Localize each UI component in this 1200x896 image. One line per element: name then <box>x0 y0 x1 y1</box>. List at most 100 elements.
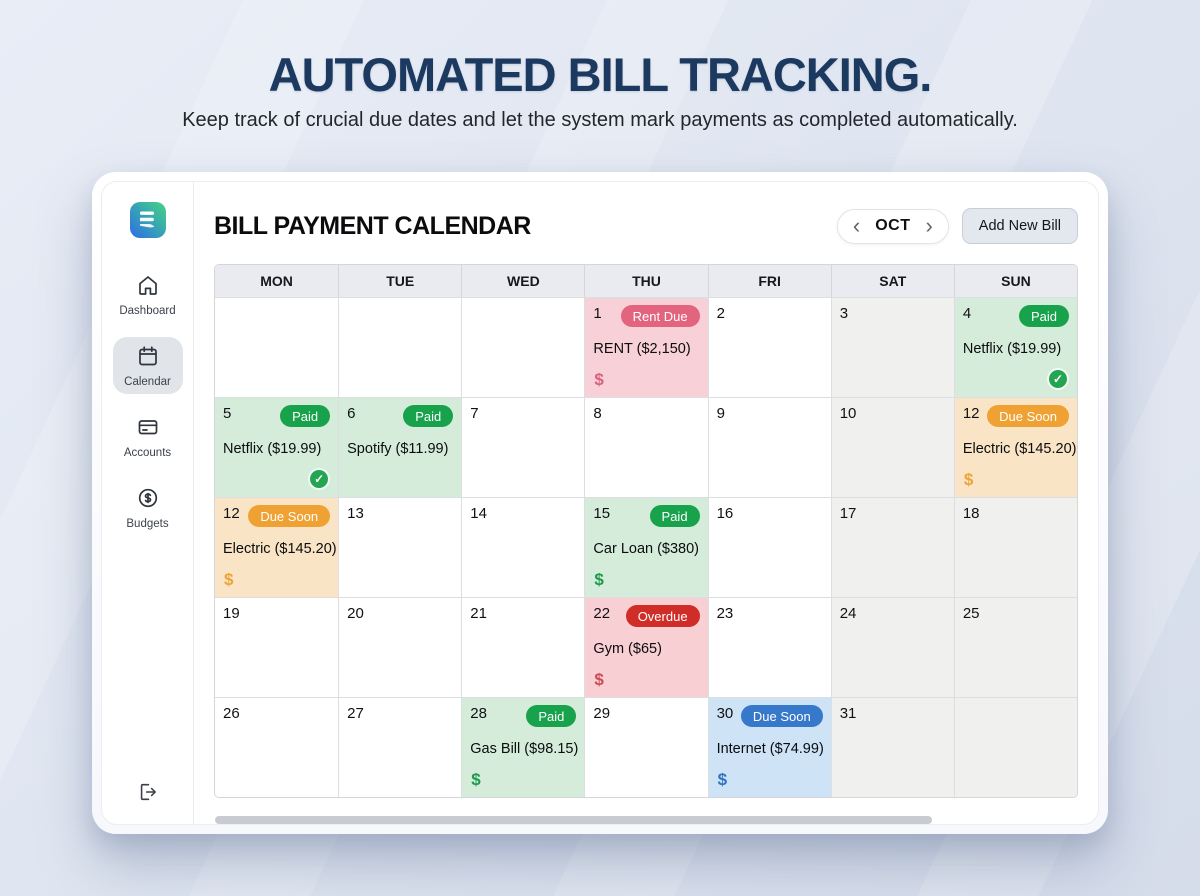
day-header-wed: WED <box>461 265 584 298</box>
day-number: 28 <box>470 705 487 723</box>
calendar-cell-30[interactable]: 30 Due Soon Internet ($74.99) $ <box>707 697 831 798</box>
day-number: 24 <box>839 605 857 623</box>
calendar-cell-12[interactable]: 12 Due Soon Electric ($145.20) $ <box>953 397 1077 498</box>
day-number: 19 <box>223 605 240 623</box>
home-icon <box>136 273 160 302</box>
page-subtitle: Keep track of crucial due dates and let … <box>182 109 1018 132</box>
sidebar: Dashboard Calendar Accounts Budgets <box>102 182 194 825</box>
calendar-cell-14[interactable]: 14 <box>461 497 585 598</box>
calendar-cell-13[interactable]: 13 <box>338 497 462 598</box>
paid-check-icon: ✓ <box>308 468 331 491</box>
logout-icon[interactable] <box>137 781 159 808</box>
day-number: 25 <box>962 605 980 623</box>
day-number: 23 <box>716 605 734 623</box>
calendar-cell-8[interactable]: 8 <box>584 397 708 498</box>
calendar-cell-28[interactable]: 28 Paid Gas Bill ($98.15) $ <box>461 697 585 798</box>
calendar-cell-empty[interactable] <box>338 297 462 398</box>
status-badge: Due Soon <box>740 705 823 728</box>
calendar-cell-22[interactable]: 22 Overdue Gym ($65) $ <box>584 597 708 698</box>
calendar-cell-27[interactable]: 27 <box>338 697 462 798</box>
calendar-cell-empty[interactable] <box>461 297 585 398</box>
day-header-fri: FRI <box>707 265 831 298</box>
calendar-cell-1[interactable]: 1 Rent Due RENT ($2,150) $ <box>584 297 708 398</box>
day-number: 5 <box>223 405 232 423</box>
app-window: Dashboard Calendar Accounts Budgets BILL PA… <box>101 181 1099 826</box>
dollar-icon: $ <box>594 370 604 390</box>
calendar-cell-empty[interactable] <box>215 297 339 398</box>
bill-label: Gas Bill ($98.15) <box>470 741 579 758</box>
day-number: 17 <box>839 505 857 523</box>
calendar-cell-24[interactable]: 24 <box>830 597 954 698</box>
calendar-cell-29[interactable]: 29 <box>584 697 708 798</box>
day-number: 20 <box>347 605 364 623</box>
calendar-cell-26[interactable]: 26 <box>215 697 339 798</box>
day-number: 14 <box>470 505 487 523</box>
calendar-cell-25[interactable]: 25 <box>953 597 1077 698</box>
bill-label: RENT ($2,150) <box>593 341 691 358</box>
day-header-tue: TUE <box>338 265 461 298</box>
sidebar-nav: Dashboard Calendar Accounts Budgets <box>112 266 183 536</box>
day-number: 7 <box>470 405 479 423</box>
calendar-cell-2[interactable]: 2 <box>707 297 831 398</box>
bill-label: Netflix ($19.99) <box>962 341 1062 358</box>
prev-month-icon[interactable]: ‹ <box>852 213 861 239</box>
dollar-icon: $ <box>963 470 974 490</box>
day-header-sat: SAT <box>830 265 954 298</box>
sidebar-item-accounts[interactable]: Accounts <box>113 408 183 465</box>
calendar-cell-31[interactable]: 31 <box>830 697 954 798</box>
status-badge: Rent Due <box>620 305 700 328</box>
calendar-week-row: 19 20 21 22 Overdue Gym ($65) $ 23 24 25 <box>215 597 1077 698</box>
status-badge: Paid <box>403 405 454 428</box>
calendar-cell-17[interactable]: 17 <box>830 497 954 598</box>
status-badge: Overdue <box>625 605 700 628</box>
bill-label: Electric ($145.20) <box>962 441 1077 458</box>
sidebar-item-budgets[interactable]: Budgets <box>113 479 183 536</box>
calendar-cell-15[interactable]: 15 Paid Car Loan ($380) $ <box>584 497 708 598</box>
day-number: 3 <box>839 305 849 323</box>
calendar-cell-20[interactable]: 20 <box>338 597 462 698</box>
dollar-circle-icon <box>136 486 160 515</box>
dollar-icon: $ <box>471 770 481 790</box>
sidebar-item-dashboard[interactable]: Dashboard <box>113 266 183 323</box>
calendar-cell-3[interactable]: 3 <box>830 297 954 398</box>
status-badge: Due Soon <box>248 505 331 528</box>
status-badge: Due Soon <box>987 405 1069 428</box>
month-label: OCT <box>875 217 911 235</box>
calendar-cell-23[interactable]: 23 <box>707 597 831 698</box>
calendar-cell-empty[interactable] <box>953 697 1077 798</box>
calendar-cell-5[interactable]: 5 Paid Netflix ($19.99) ✓ <box>215 397 339 498</box>
scrollbar-thumb[interactable] <box>215 816 933 825</box>
day-number: 18 <box>962 505 980 523</box>
day-number: 10 <box>839 405 857 423</box>
calendar-header-row: MON TUE WED THU FRI SAT SUN <box>215 265 1077 298</box>
calendar-cell-21[interactable]: 21 <box>461 597 585 698</box>
dollar-icon: $ <box>594 570 604 590</box>
calendar-cell-18[interactable]: 18 <box>953 497 1077 598</box>
calendar-cell-19[interactable]: 19 <box>215 597 339 698</box>
bill-label: Netflix ($19.99) <box>223 441 322 458</box>
day-number: 2 <box>716 305 725 323</box>
calendar-grid: MON TUE WED THU FRI SAT SUN 1 Rent Due RENT ($2,… <box>214 264 1078 799</box>
calendar-body: 1 Rent Due RENT ($2,150) $2 3 4 Paid Netflix ($… <box>215 297 1077 798</box>
calendar-week-row: 26 27 28 Paid Gas Bill ($98.15) $29 30 Due Soon… <box>215 697 1077 798</box>
calendar-week-row: 5 Paid Netflix ($19.99) ✓ 6 Paid Spotify ($11.… <box>215 397 1077 498</box>
credit-card-icon <box>136 415 160 444</box>
sidebar-item-calendar[interactable]: Calendar <box>112 337 183 395</box>
month-navigator: ‹ OCT › <box>836 208 949 244</box>
calendar-icon <box>136 344 160 373</box>
day-number: 6 <box>347 405 356 423</box>
main-panel: BILL PAYMENT CALENDAR ‹ OCT › Add New Bi… <box>194 182 1098 825</box>
add-new-bill-button[interactable]: Add New Bill <box>961 208 1078 245</box>
calendar-cell-4[interactable]: 4 Paid Netflix ($19.99) ✓ <box>953 297 1077 398</box>
calendar-cell-10[interactable]: 10 <box>830 397 954 498</box>
bill-label: Car Loan ($380) <box>593 541 700 558</box>
calendar-cell-9[interactable]: 9 <box>707 397 831 498</box>
calendar-cell-6[interactable]: 6 Paid Spotify ($11.99) <box>338 397 462 498</box>
paid-check-icon: ✓ <box>1047 368 1069 391</box>
next-month-icon[interactable]: › <box>925 213 933 239</box>
calendar-cell-7[interactable]: 7 <box>461 397 585 498</box>
calendar-cell-16[interactable]: 16 <box>707 497 831 598</box>
day-number: 27 <box>347 705 364 723</box>
day-number: 9 <box>716 405 725 423</box>
calendar-cell-12[interactable]: 12 Due Soon Electric ($145.20) $ <box>215 497 339 598</box>
